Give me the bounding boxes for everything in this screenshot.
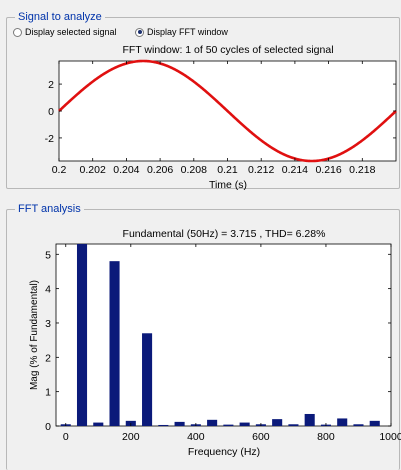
signal-panel: Signal to analyze Display selected signa… [6, 10, 400, 189]
display-selected-signal-label: Display selected signal [25, 27, 117, 37]
fft-panel: FFT analysis [6, 202, 400, 470]
fft-panel-legend: FFT analysis [15, 202, 84, 216]
display-fft-window-label: Display FFT window [147, 27, 228, 37]
radio-circle-fft-window[interactable] [135, 27, 144, 37]
radio-circle-selected-signal[interactable] [13, 27, 22, 37]
display-fft-window-radio[interactable]: Display FFT window [135, 27, 228, 37]
signal-panel-legend: Signal to analyze [15, 10, 105, 24]
display-selected-signal-radio[interactable]: Display selected signal [13, 27, 117, 37]
